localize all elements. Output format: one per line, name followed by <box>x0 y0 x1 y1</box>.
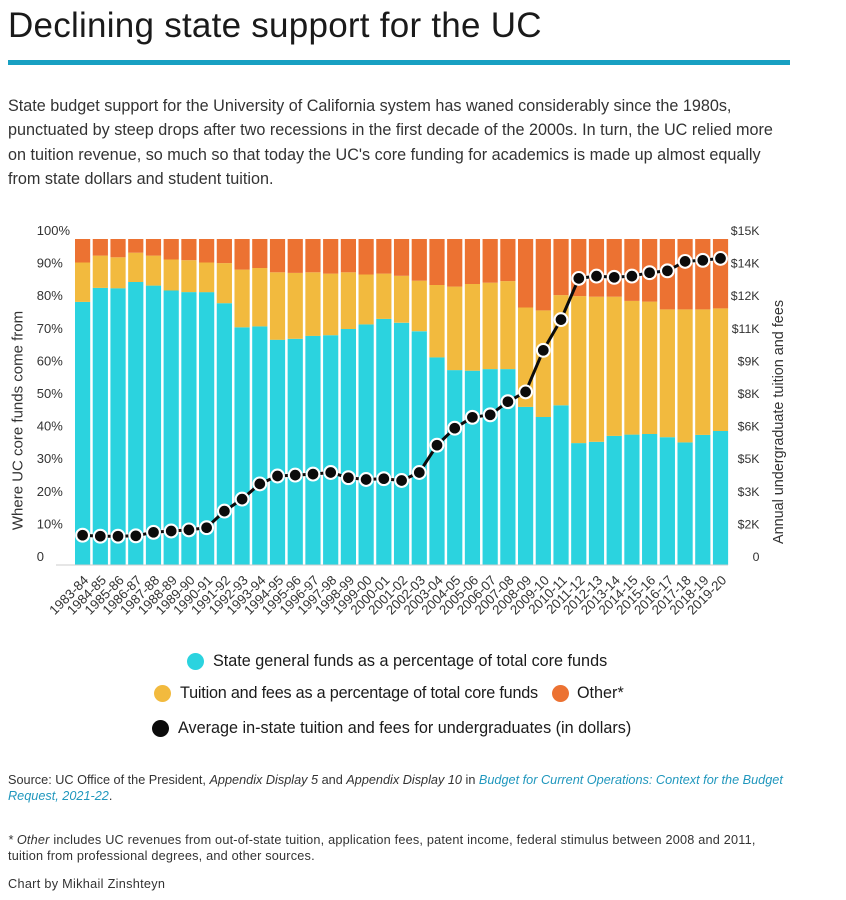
svg-text:$6K: $6K <box>738 420 761 434</box>
svg-text:0: 0 <box>37 549 44 564</box>
svg-text:80%: 80% <box>37 288 63 303</box>
svg-text:$12K: $12K <box>731 289 761 303</box>
svg-text:$2K: $2K <box>738 517 761 531</box>
svg-text:70%: 70% <box>37 321 63 336</box>
svg-text:Where UC core funds come from: Where UC core funds come from <box>10 311 27 530</box>
svg-text:60%: 60% <box>37 353 63 368</box>
svg-text:$11K: $11K <box>732 322 761 336</box>
svg-text:90%: 90% <box>37 256 63 271</box>
svg-text:30%: 30% <box>37 451 63 466</box>
svg-text:100%: 100% <box>37 223 71 238</box>
svg-text:$3K: $3K <box>738 485 761 499</box>
svg-text:$8K: $8K <box>738 387 761 401</box>
svg-text:50%: 50% <box>37 386 63 401</box>
svg-text:20%: 20% <box>37 484 63 499</box>
svg-text:$14K: $14K <box>731 257 761 271</box>
svg-text:$9K: $9K <box>738 354 761 368</box>
svg-text:Annual undergraduate tuition a: Annual undergraduate tuition and fees <box>771 300 787 544</box>
svg-text:$15K: $15K <box>731 224 761 238</box>
svg-text:10%: 10% <box>37 516 63 531</box>
svg-text:40%: 40% <box>37 419 63 434</box>
svg-text:0: 0 <box>753 550 760 564</box>
svg-text:$5K: $5K <box>738 452 761 466</box>
